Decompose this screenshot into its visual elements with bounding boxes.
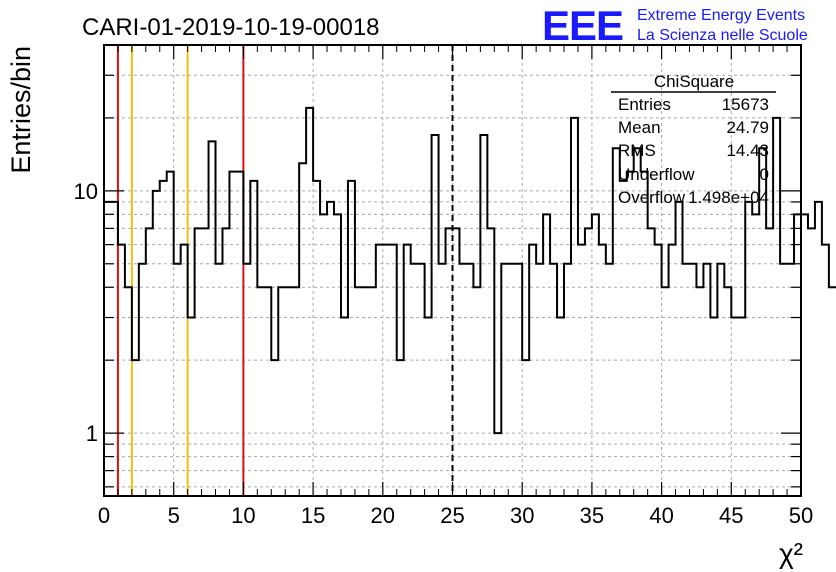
stats-mean-value: 24.79 — [726, 118, 769, 137]
stats-entries-label: Entries — [618, 95, 671, 114]
x-tick-label: 50 — [789, 503, 813, 528]
x-tick-label: 25 — [440, 503, 464, 528]
run-title: CARI-01-2019-10-19-00018 — [82, 14, 380, 41]
stats-box: ChiSquare Entries 15673 Mean 24.79 RMS 1… — [611, 72, 776, 207]
x-tick-labels: 0 5 10 15 20 25 30 35 40 45 50 — [98, 503, 813, 528]
y-tick-labels: 1 10 — [74, 179, 98, 446]
eee-logo-line2: La Scienza nelle Scuole — [637, 27, 808, 44]
x-tick-label: 45 — [719, 503, 743, 528]
y-tick-label: 1 — [86, 421, 98, 446]
x-tick-label: 15 — [301, 503, 325, 528]
stats-mean-label: Mean — [618, 118, 661, 137]
histogram-series — [104, 106, 836, 435]
x-tick-label: 35 — [580, 503, 604, 528]
plot-frame — [103, 44, 802, 497]
eee-logo-text: EEE — [542, 2, 623, 49]
x-tick-label: 5 — [168, 503, 180, 528]
stats-rms-value: 14.43 — [726, 141, 769, 160]
x-axis-label: χ² — [779, 538, 803, 569]
x-tick-label: 30 — [510, 503, 534, 528]
x-tick-label: 20 — [371, 503, 395, 528]
stats-overflow-value: 1.498e+04 — [688, 188, 769, 207]
y-tick-label: 10 — [74, 179, 98, 204]
stats-entries-value: 15673 — [722, 95, 769, 114]
x-tick-label: 10 — [231, 503, 255, 528]
x-tick-label: 40 — [649, 503, 673, 528]
stats-overflow-label: Overflow — [618, 188, 686, 207]
x-tick-label: 0 — [98, 503, 110, 528]
stats-underflow-label: Underflow — [618, 165, 695, 184]
stats-rms-label: RMS — [618, 141, 656, 160]
y-axis-label: Entries/bin — [6, 46, 36, 174]
stats-title: ChiSquare — [654, 72, 734, 91]
marker-lines — [116, 45, 454, 496]
stats-underflow-value: 0 — [760, 165, 769, 184]
eee-logo: EEE Extreme Energy Events La Scienza nel… — [542, 2, 808, 49]
eee-logo-line1: Extreme Energy Events — [637, 7, 805, 24]
